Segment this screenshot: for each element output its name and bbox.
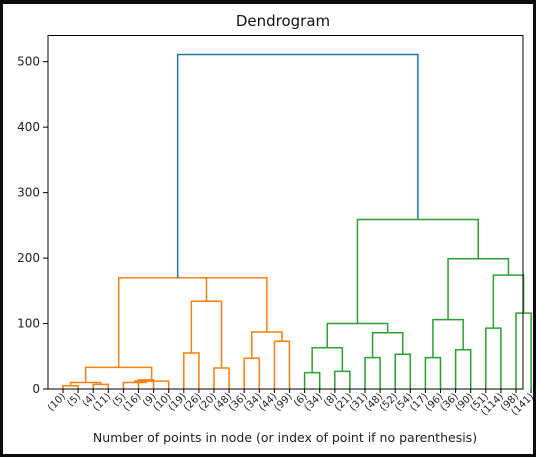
dendrogram-link [190,300,223,369]
leaf-label: (16) [121,391,143,413]
dendrogram-link [492,274,525,329]
y-tick-label: 300 [17,186,40,200]
dendrogram-link [432,318,464,358]
dendrogram-link [137,379,155,389]
chart-figure: Dendrogram 0 100 200 300 400 500 (10) (5) (4) (1… [3,4,533,454]
chart-title: Dendrogram [236,12,330,30]
dendrogram-link [243,357,261,389]
dendrogram-links [62,53,532,389]
dendrogram-chart: Dendrogram 0 100 200 300 400 500 (10)(5)(4)(1… [17,12,533,445]
dendrogram-link [62,384,79,389]
dendrogram-link [356,218,479,324]
leaf-label: (11) [91,391,113,413]
leaf-label: (10) [46,391,68,413]
y-axis: 0 100 200 300 400 500 [17,55,48,396]
x-axis-label: Number of points in node (or index of po… [93,430,477,445]
y-tick-label: 500 [17,55,40,69]
dendrogram-link [183,352,200,389]
dendrogram-link [447,257,510,320]
dendrogram-link [273,340,291,389]
y-tick-label: 100 [17,317,40,331]
dendrogram-link [303,371,321,389]
dendrogram-link [176,53,419,278]
dendrogram-link [394,353,412,389]
dendrogram-link [69,381,102,386]
dendrogram-link [485,327,502,389]
plot-area-frame [47,35,524,390]
dendrogram-link [334,370,351,389]
dendrogram-link [326,322,389,348]
dendrogram-link [424,356,442,389]
dendrogram-link [364,356,381,389]
dendrogram-link [117,276,237,368]
dendrogram-link [205,276,268,333]
y-tick-label: 200 [17,251,40,265]
dendrogram-link [371,331,404,358]
y-tick-label: 0 [32,382,40,396]
leaf-label: (99) [272,391,294,413]
x-axis: (10)(5)(4)(11)(5)(16)(9)(10)(19)(26)(20)… [46,389,533,418]
dendrogram-link [251,331,283,359]
y-tick-label: 400 [17,120,40,134]
dendrogram-link [515,312,532,389]
dendrogram-link [454,348,472,389]
dendrogram-link [92,383,110,389]
leaf-label: (34) [303,391,325,413]
dendrogram-link [311,347,344,373]
dendrogram-link [213,367,230,389]
